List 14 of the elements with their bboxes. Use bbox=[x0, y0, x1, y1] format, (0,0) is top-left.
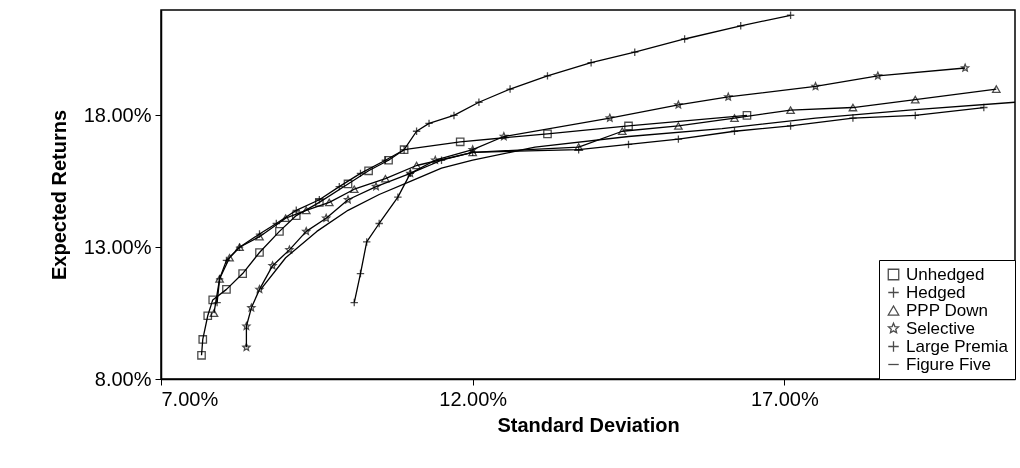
x-axis-title: Standard Deviation bbox=[497, 413, 680, 436]
legend-label: Unhedged bbox=[906, 264, 985, 284]
legend-label: PPP Down bbox=[906, 300, 988, 320]
legend-label: Figure Five bbox=[906, 354, 992, 374]
y-axis-title: Expected Returns bbox=[47, 109, 70, 281]
x-tick-label: 12.00% bbox=[439, 387, 508, 410]
legend-label: Selective bbox=[906, 318, 975, 338]
y-tick-label: 8.00% bbox=[94, 367, 152, 390]
legend-label: Large Premia bbox=[906, 336, 1009, 356]
y-tick-label: 13.00% bbox=[83, 235, 152, 258]
x-tick-label: 17.00% bbox=[750, 387, 819, 410]
x-tick-label: 7.00% bbox=[161, 387, 219, 410]
legend-label: Hedged bbox=[906, 282, 966, 302]
y-tick-label: 18.00% bbox=[83, 103, 152, 126]
